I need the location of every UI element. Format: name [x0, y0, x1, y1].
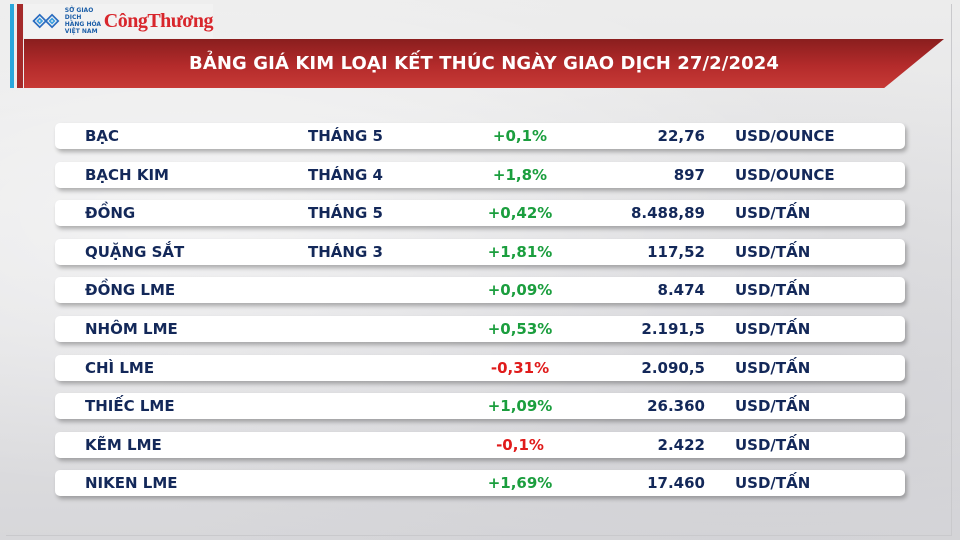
price-unit: USD/TẤN	[735, 204, 811, 223]
logo-org-name: SỞ GIAO DỊCH HÀNG HÓA VIỆT NAM	[65, 7, 102, 35]
metal-name: CHÌ LME	[85, 358, 155, 377]
metal-name: NIKEN LME	[85, 474, 178, 493]
price-value: 26.360	[647, 397, 705, 416]
price-value: 2.422	[657, 435, 705, 454]
table-row: QUẶNG SẮT THÁNG 3 +1,81% 117,52 USD/TẤN	[55, 238, 905, 265]
table-row: NIKEN LME +1,69% 17.460 USD/TẤN	[55, 470, 905, 497]
table-row: NHÔM LME +0,53% 2.191,5 USD/TẤN	[55, 315, 905, 342]
metal-name: BẠC	[85, 127, 120, 145]
contract-month: THÁNG 4	[308, 165, 383, 184]
price-unit: USD/TẤN	[735, 242, 811, 261]
metal-name: NHÔM LME	[85, 319, 178, 338]
table-row: KẼM LME -0,1% 2.422 USD/TẤN	[55, 431, 905, 458]
metal-name: ĐỒNG LME	[85, 281, 176, 300]
price-value: 897	[673, 165, 705, 184]
price-value: 8.488,89	[630, 204, 705, 223]
change-percent: -0,1%	[496, 435, 544, 454]
price-value: 117,52	[647, 242, 705, 261]
price-unit: USD/OUNCE	[735, 165, 835, 184]
price-unit: USD/TẤN	[735, 319, 811, 338]
price-unit: USD/TẤN	[735, 281, 811, 300]
metal-price-table: BẠC THÁNG 5 +0,1% 22,76 USD/OUNCE BẠCH K…	[55, 123, 905, 509]
contract-month: THÁNG 5	[308, 204, 383, 223]
price-value: 22,76	[657, 127, 705, 145]
logo-org-line: HÀNG HÓA	[64, 21, 102, 28]
change-percent: +1,69%	[487, 474, 553, 493]
price-unit: USD/TẤN	[735, 435, 811, 454]
price-unit: USD/TẤN	[735, 358, 811, 377]
change-percent: +1,8%	[492, 165, 548, 184]
price-unit: USD/OUNCE	[735, 127, 835, 145]
change-percent: +0,42%	[487, 204, 553, 223]
accent-stripe-red	[17, 4, 23, 88]
change-percent: +0,09%	[487, 281, 553, 300]
price-unit: USD/TẤN	[735, 397, 811, 416]
contract-month: THÁNG 5	[308, 127, 383, 145]
price-value: 8.474	[657, 281, 705, 300]
change-percent: +1,81%	[487, 242, 553, 261]
vnx-logo-icon	[32, 13, 60, 29]
brand-logo-text: CôngThương	[103, 9, 214, 32]
table-row: BẠC THÁNG 5 +0,1% 22,76 USD/OUNCE	[55, 123, 905, 149]
accent-stripe-blue	[10, 4, 14, 88]
page-title: BẢNG GIÁ KIM LOẠI KẾT THÚC NGÀY GIAO DỊC…	[189, 53, 779, 74]
table-row: CHÌ LME -0,31% 2.090,5 USD/TẤN	[55, 354, 905, 381]
table-row: THIẾC LME +1,09% 26.360 USD/TẤN	[55, 393, 905, 420]
table-row: BẠCH KIM THÁNG 4 +1,8% 897 USD/OUNCE	[55, 161, 905, 188]
change-percent: -0,31%	[490, 358, 550, 377]
metal-name: KẼM LME	[85, 435, 162, 454]
metal-name: QUẶNG SẮT	[85, 242, 185, 261]
change-percent: +1,09%	[487, 397, 553, 416]
page-frame	[6, 4, 952, 536]
price-value: 2.090,5	[641, 358, 705, 377]
table-row: ĐỒNG THÁNG 5 +0,42% 8.488,89 USD/TẤN	[55, 200, 905, 227]
table-row: ĐỒNG LME +0,09% 8.474 USD/TẤN	[55, 277, 905, 304]
title-banner	[24, 39, 944, 88]
metal-name: BẠCH KIM	[85, 165, 169, 184]
logo-org-line: VIỆT NAM	[64, 28, 98, 35]
contract-month: THÁNG 3	[308, 242, 383, 261]
price-unit: USD/TẤN	[735, 474, 811, 493]
metal-name: THIẾC LME	[85, 397, 175, 416]
logo-org-line: SỞ GIAO DỊCH	[64, 7, 94, 21]
header-logo: SỞ GIAO DỊCH HÀNG HÓA VIỆT NAM CôngThươn…	[24, 4, 214, 38]
metal-name: ĐỒNG	[85, 204, 136, 223]
change-percent: +0,53%	[487, 319, 553, 338]
price-value: 17.460	[647, 474, 705, 493]
price-value: 2.191,5	[641, 319, 705, 338]
change-percent: +0,1%	[492, 127, 548, 145]
